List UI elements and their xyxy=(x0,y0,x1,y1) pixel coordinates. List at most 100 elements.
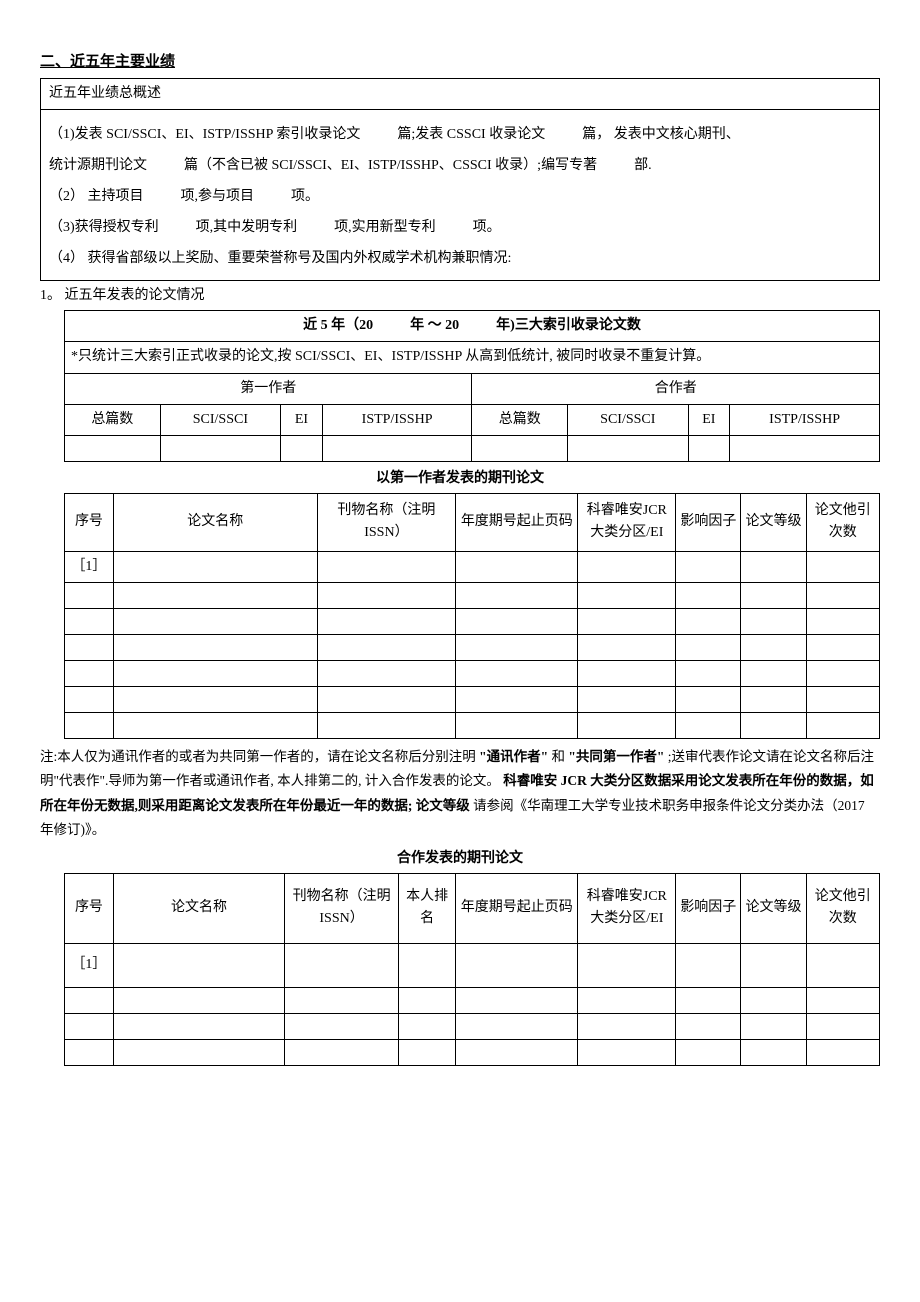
blank xyxy=(601,151,631,182)
h-no: 序号 xyxy=(65,493,114,551)
col-istp: ISTP/ISSHP xyxy=(730,404,880,435)
cell-empty xyxy=(113,943,284,987)
h-issue: 年度期号起止页码 xyxy=(456,493,578,551)
cell-empty xyxy=(456,583,578,609)
cell-empty xyxy=(456,687,578,713)
index-table-note: *只统计三大索引正式收录的论文,按 SCI/SSCI、EI、ISTP/ISSHP… xyxy=(65,342,880,373)
blank xyxy=(151,151,181,182)
cell-empty xyxy=(65,713,114,739)
h-cite: 论文他引次数 xyxy=(806,873,879,943)
summary-line-2: 统计源期刊论文 篇（不含已被 SCI/SSCI、EI、ISTP/ISSHP、CS… xyxy=(49,151,871,182)
cell-empty xyxy=(578,551,676,582)
h-level: 论文等级 xyxy=(741,873,806,943)
cell-empty xyxy=(113,687,317,713)
cell-empty xyxy=(741,943,806,987)
h-cite: 论文他引次数 xyxy=(806,493,879,551)
cell-empty xyxy=(578,943,676,987)
coauthor-pub-table: 序号 论文名称 刊物名称（注明 ISSN） 本人排名 年度期号起止页码 科睿唯安… xyxy=(64,873,880,1066)
cell-empty xyxy=(676,661,741,687)
text: 项。 xyxy=(291,189,319,204)
blank xyxy=(549,120,579,151)
cell-empty xyxy=(399,1013,456,1039)
cell-empty xyxy=(65,687,114,713)
cell-empty xyxy=(113,635,317,661)
text: 注:本人仅为通讯作者的或者为共同第一作者的，请在论文名称后分别注明 xyxy=(40,749,476,764)
col-sci: SCI/SSCI xyxy=(568,404,688,435)
cell-empty xyxy=(113,1013,284,1039)
cell-empty xyxy=(456,1013,578,1039)
cell-empty xyxy=(113,609,317,635)
cell-empty xyxy=(113,1039,284,1065)
cell-empty xyxy=(741,661,806,687)
cell-empty xyxy=(676,687,741,713)
cell-empty xyxy=(65,609,114,635)
cell-empty xyxy=(806,661,879,687)
text: （1)发表 SCI/SSCI、EI、ISTP/ISSHP 索引收录论文 xyxy=(49,127,360,142)
cell-empty xyxy=(806,1039,879,1065)
text: 统计源期刊论文 xyxy=(49,158,147,173)
h-issue: 年度期号起止页码 xyxy=(456,873,578,943)
cell-empty xyxy=(399,987,456,1013)
cell-empty xyxy=(65,987,114,1013)
cell-empty xyxy=(676,1039,741,1065)
cell-empty xyxy=(676,713,741,739)
cell-empty xyxy=(676,635,741,661)
h-title: 论文名称 xyxy=(113,873,284,943)
cell-empty xyxy=(285,987,399,1013)
cell-empty xyxy=(317,583,456,609)
group-coauthor: 合作者 xyxy=(472,373,880,404)
cell-empty xyxy=(322,436,472,462)
cell-empty xyxy=(741,609,806,635)
index-table-title: 近 5 年（20 年 ～ 20 年)三大索引收录论文数 xyxy=(65,310,880,341)
cell-empty xyxy=(456,551,578,582)
summary-label: 近五年业绩总概述 xyxy=(49,86,161,101)
h-title: 论文名称 xyxy=(113,493,317,551)
col-ei: EI xyxy=(281,404,323,435)
cell-empty xyxy=(688,436,730,462)
cell-empty xyxy=(456,661,578,687)
cell-empty xyxy=(65,635,114,661)
cell-empty xyxy=(65,1013,114,1039)
col-total: 总篇数 xyxy=(65,404,161,435)
text: 项。 xyxy=(473,220,501,235)
cell-empty xyxy=(578,1013,676,1039)
blank xyxy=(377,315,407,337)
cell-empty xyxy=(741,713,806,739)
row-no: ［1］ xyxy=(65,943,114,987)
h-journal: 刊物名称（注明 ISSN） xyxy=(317,493,456,551)
h-jcr: 科睿唯安JCR 大类分区/EI xyxy=(578,873,676,943)
cell-empty xyxy=(578,609,676,635)
cell-empty xyxy=(806,943,879,987)
cell-empty xyxy=(676,609,741,635)
cell-empty xyxy=(806,687,879,713)
row-no: ［1］ xyxy=(65,551,114,582)
col-ei: EI xyxy=(688,404,730,435)
cell-empty xyxy=(113,987,284,1013)
cell-empty xyxy=(806,583,879,609)
cell-empty xyxy=(456,635,578,661)
cell-empty xyxy=(113,661,317,687)
cell-empty xyxy=(676,987,741,1013)
text: （2） 主持项目 xyxy=(49,189,144,204)
cell-empty xyxy=(806,551,879,582)
group-first-author: 第一作者 xyxy=(65,373,472,404)
blank xyxy=(439,213,469,244)
summary-line-4: （3)获得授权专利 项,其中发明专利 项,实用新型专利 项。 xyxy=(49,213,871,244)
blank xyxy=(258,182,288,213)
cell-empty xyxy=(578,987,676,1013)
cell-empty xyxy=(317,661,456,687)
text: 和 xyxy=(552,749,566,764)
cell-empty xyxy=(741,583,806,609)
note-text: 注:本人仅为通讯作者的或者为共同第一作者的，请在论文名称后分别注明 "通讯作者"… xyxy=(40,745,880,842)
cell-empty xyxy=(65,661,114,687)
h-no: 序号 xyxy=(65,873,114,943)
cell-empty xyxy=(676,1013,741,1039)
cell-empty xyxy=(676,551,741,582)
cell-empty xyxy=(578,661,676,687)
first-author-pub-table: 序号 论文名称 刊物名称（注明 ISSN） 年度期号起止页码 科睿唯安JCR 大… xyxy=(64,493,880,739)
text: 项,参与项目 xyxy=(181,189,255,204)
summary-line-3: （2） 主持项目 项,参与项目 项。 xyxy=(49,182,871,213)
cell-empty xyxy=(113,551,317,582)
col-sci: SCI/SSCI xyxy=(160,404,280,435)
cell-empty xyxy=(578,687,676,713)
